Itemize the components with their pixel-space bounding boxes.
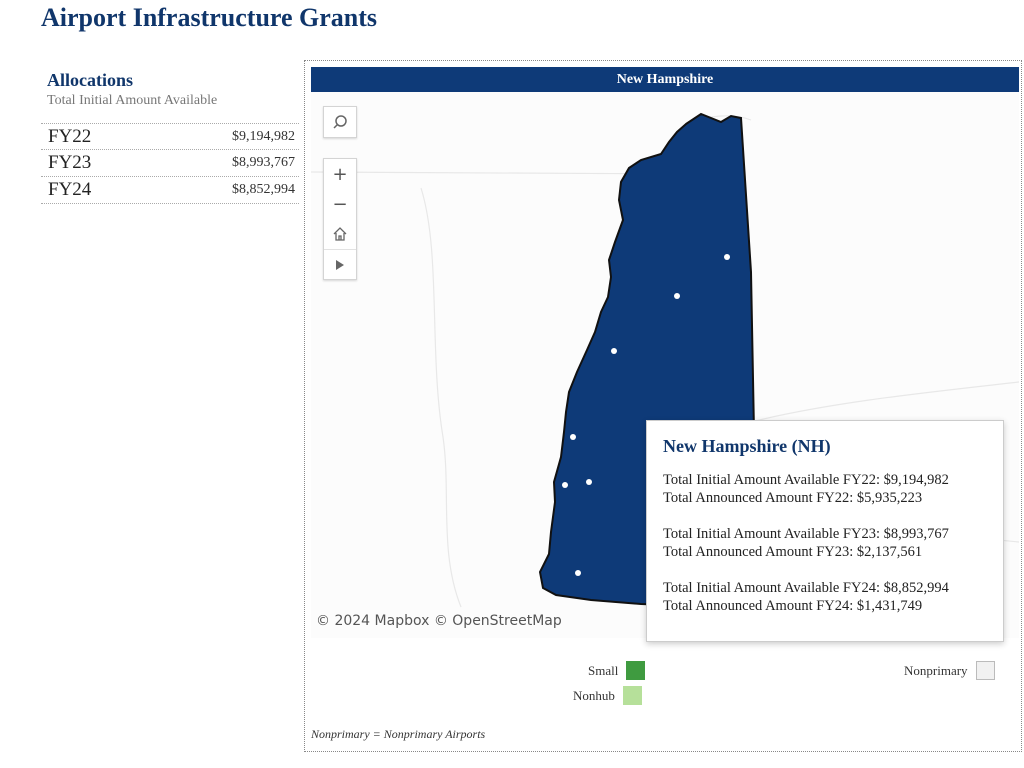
legend-small-label: Small <box>588 662 619 678</box>
legend-nonprimary-swatch <box>975 661 995 680</box>
tooltip-initial-fy22: Total Initial Amount Available FY22: $9,… <box>663 472 949 488</box>
allocation-amount: $8,852,994 <box>232 182 295 197</box>
legend-nonhub[interactable]: Nonhub <box>573 686 642 705</box>
allocation-row[interactable]: FY23 $8,993,767 <box>41 150 299 177</box>
search-icon[interactable] <box>324 107 356 137</box>
maine-coast <box>750 381 1019 423</box>
map-panel <box>304 60 1022 752</box>
legend-nonhub-swatch <box>622 686 642 705</box>
airport-marker[interactable] <box>611 348 617 354</box>
tooltip-announced-fy22: Total Announced Amount FY22: $5,935,223 <box>663 490 923 506</box>
airport-marker[interactable] <box>724 254 730 260</box>
legend-nonprimary[interactable]: Nonprimary <box>904 661 995 680</box>
map-attribution[interactable]: © 2024 Mapbox © OpenStreetMap <box>316 613 562 629</box>
allocation-row[interactable]: FY22 $9,194,982 <box>41 123 299 150</box>
tooltip-initial-fy24: Total Initial Amount Available FY24: $8,… <box>663 580 949 596</box>
home-icon[interactable] <box>324 219 356 249</box>
search-tool-group <box>323 106 357 138</box>
allocations-subheading: Total Initial Amount Available <box>47 93 218 108</box>
zoom-out-icon[interactable]: − <box>332 193 348 215</box>
airport-marker[interactable] <box>562 482 568 488</box>
airport-marker[interactable] <box>575 570 581 576</box>
allocation-amount: $9,194,982 <box>232 128 295 144</box>
airport-marker[interactable] <box>674 293 680 299</box>
airport-marker[interactable] <box>586 479 592 485</box>
tooltip-title: New Hampshire (NH) <box>663 436 831 456</box>
page-title: Airport Infrastructure Grants <box>41 3 378 32</box>
vermont-border <box>420 187 462 608</box>
legend-small[interactable]: Small <box>588 661 646 680</box>
allocation-year: FY23 <box>48 152 92 173</box>
allocation-year: FY24 <box>48 179 92 200</box>
map-title: New Hampshire <box>311 67 1019 92</box>
tooltip-initial-fy23: Total Initial Amount Available FY23: $8,… <box>663 526 949 542</box>
play-icon[interactable] <box>324 249 356 279</box>
zoom-in-icon[interactable]: + <box>332 163 348 185</box>
legend-nonprimary-label: Nonprimary <box>904 662 968 678</box>
allocations-table: FY22 $9,194,982 FY23 $8,993,767 FY24 $8,… <box>41 123 299 204</box>
legend-nonhub-label: Nonhub <box>573 687 615 703</box>
airport-marker[interactable] <box>570 434 576 440</box>
state-tooltip: New Hampshire (NH) Total Initial Amount … <box>646 420 1004 642</box>
allocations-heading: Allocations <box>47 70 134 90</box>
legend-small-swatch <box>626 661 646 680</box>
allocation-year: FY22 <box>48 125 92 147</box>
zoom-tool-group: + − <box>323 158 357 280</box>
allocation-amount: $8,993,767 <box>232 155 295 170</box>
allocation-row[interactable]: FY24 $8,852,994 <box>41 177 299 204</box>
footnote: Nonprimary = Nonprimary Airports <box>311 727 486 741</box>
tooltip-announced-fy24: Total Announced Amount FY24: $1,431,749 <box>663 598 923 614</box>
tooltip-announced-fy23: Total Announced Amount FY23: $2,137,561 <box>663 544 923 560</box>
